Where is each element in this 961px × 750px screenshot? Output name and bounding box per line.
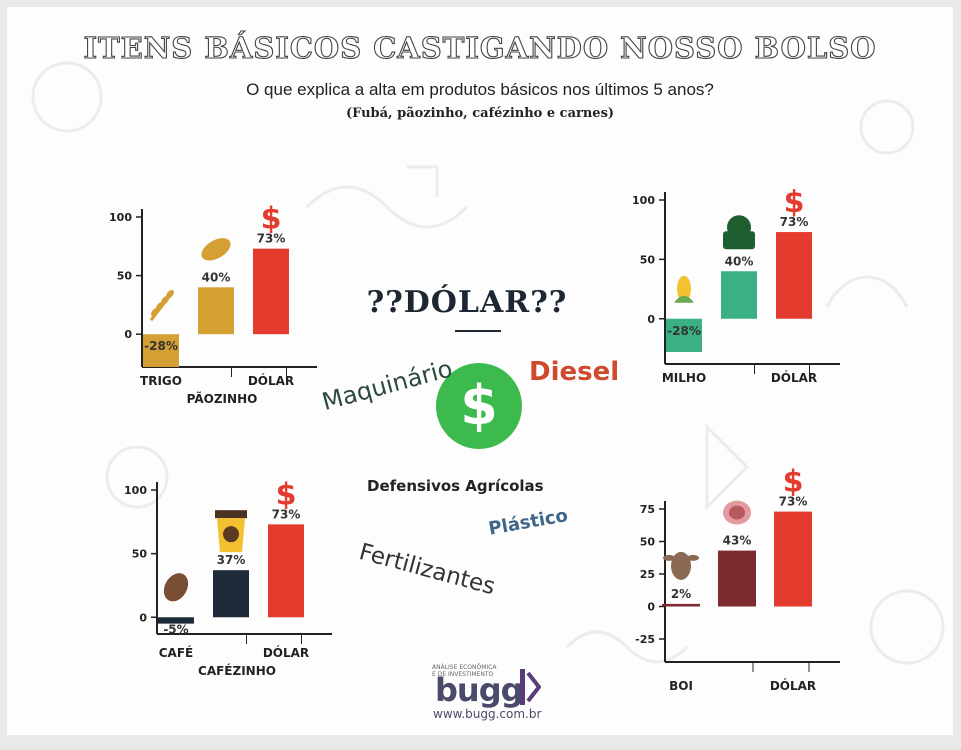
data-label: 73% — [272, 507, 301, 521]
x-category-label: CAFÉZINHO — [198, 663, 276, 677]
y-tick-label: -25 — [635, 633, 655, 646]
bar — [198, 287, 234, 335]
data-label: 37% — [217, 553, 246, 567]
chart-cafe-cafezinho: 100 50 0 -5% CAFÉ 37% CAFÉZINHO 73%$ DÓLAR — [124, 477, 332, 677]
center-divider — [455, 330, 501, 332]
cow-icon — [671, 551, 691, 580]
y-tick-label: 100 — [124, 484, 147, 497]
dollar-coin-icon: $ — [436, 363, 522, 449]
y-tick-label: 25 — [640, 568, 655, 581]
bar — [213, 570, 249, 618]
bread-icon — [201, 238, 231, 261]
x-category-label: DÓLAR — [770, 678, 816, 693]
dollar-sign-icon: $ — [261, 202, 282, 237]
bar — [662, 603, 700, 607]
chart-trigo-paozinho: 100 50 0 -28% TRIGO 40% PÃOZINHO 73%$ DÓLAR — [109, 202, 317, 406]
coffee-cup-emblem — [223, 526, 239, 543]
cow-ear — [687, 554, 699, 561]
bar — [143, 334, 179, 367]
y-tick-label: 0 — [124, 328, 132, 341]
data-label: 73% — [780, 215, 809, 229]
data-label: 73% — [779, 495, 808, 509]
y-tick-label: 100 — [632, 194, 655, 207]
bar — [666, 318, 702, 352]
data-label: 73% — [257, 232, 286, 246]
y-tick-label: 50 — [640, 536, 656, 549]
y-tick-label: 0 — [647, 313, 655, 326]
bar — [774, 511, 812, 607]
bar — [718, 550, 756, 607]
ham-center — [729, 505, 745, 520]
logo-tagline-1: ANÁLISE ECONÔMICA — [432, 664, 497, 671]
cake-top — [727, 215, 751, 240]
data-label: 40% — [202, 270, 231, 284]
center-headline: ??DÓLAR?? — [366, 285, 568, 320]
dollar-sign-icon: $ — [783, 465, 804, 500]
logo-url[interactable]: www.bugg.com.br — [433, 707, 542, 721]
y-tick-label: 0 — [139, 611, 147, 624]
infographic: ITENS BÁSICOS CASTIGANDO NOSSO BOLSO O q… — [7, 7, 953, 735]
data-label: -28% — [144, 339, 178, 353]
logo-name: bugg — [435, 671, 523, 709]
wheat-grain — [166, 289, 174, 299]
page-subtitle: O que explica a alta em produtos básicos… — [246, 80, 714, 99]
x-category-label: DÓLAR — [263, 645, 309, 660]
dollar-sign-icon: $ — [276, 477, 297, 512]
bar — [721, 271, 757, 319]
x-category-label: DÓLAR — [248, 373, 294, 388]
logo-tagline-2: E DE INVESTIMENTO — [432, 671, 494, 678]
y-tick-label: 50 — [132, 548, 148, 561]
bar — [268, 524, 304, 618]
background-doodles — [31, 61, 945, 665]
data-label: -5% — [163, 622, 188, 636]
coffee-cup-lid — [215, 510, 247, 519]
data-label: 43% — [723, 534, 752, 548]
bar — [776, 232, 812, 319]
x-category-label: DÓLAR — [771, 370, 817, 385]
y-tick-label: 75 — [640, 503, 655, 516]
y-tick-label: 50 — [640, 253, 656, 266]
bar — [253, 248, 289, 335]
y-tick-label: 0 — [647, 601, 655, 614]
x-category-label: MILHO — [662, 371, 706, 385]
page-title: ITENS BÁSICOS CASTIGANDO NOSSO BOLSO — [83, 30, 877, 65]
y-tick-label: 100 — [109, 211, 132, 224]
word-defensivos: Defensivos Agrícolas — [367, 477, 544, 495]
word-diesel: Diesel — [529, 357, 620, 387]
data-label: 40% — [725, 254, 754, 268]
cow-ear — [663, 554, 675, 561]
x-category-label: PÃOZINHO — [187, 391, 258, 406]
logo-tagline: ANÁLISE ECONÔMICA E DE INVESTIMENTO — [432, 664, 496, 678]
coffee-bean-icon — [163, 573, 189, 602]
page-subtitle-products: (Fubá, pãozinho, cafézinho e carnes) — [345, 106, 615, 121]
corn-icon — [677, 275, 691, 302]
bar — [158, 617, 194, 624]
data-label: -28% — [667, 324, 701, 338]
data-label: 2% — [671, 587, 691, 601]
corn-leaves — [674, 295, 694, 303]
logo-mark-icon — [520, 669, 541, 705]
x-category-label: TRIGO — [140, 374, 182, 388]
x-category-label: BOI — [669, 679, 693, 693]
y-tick-label: 50 — [117, 270, 133, 283]
x-category-label: CAFÉ — [159, 645, 194, 660]
dollar-sign-icon: $ — [784, 185, 805, 220]
